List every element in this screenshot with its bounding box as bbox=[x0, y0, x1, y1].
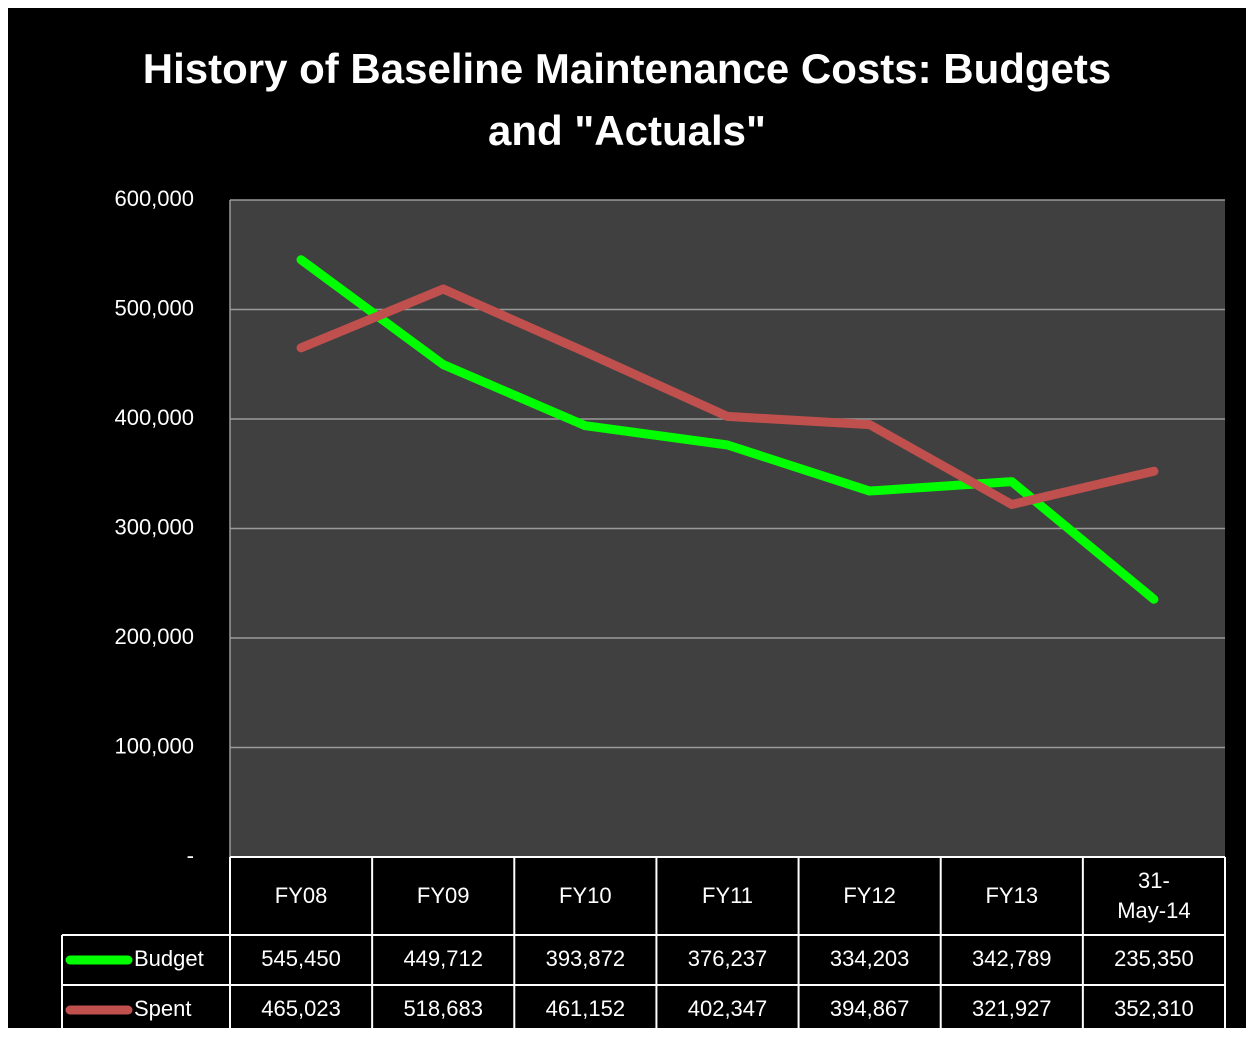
x-tick-label: FY13 bbox=[941, 857, 1083, 935]
x-tick-text: FY09 bbox=[416, 883, 470, 908]
data-label: 449,712 bbox=[403, 946, 483, 971]
x-tick-label: FY08 bbox=[230, 857, 372, 935]
y-tick-label: 500,000 bbox=[114, 295, 194, 320]
y-tick-label: - bbox=[187, 843, 194, 868]
data-label: 394,867 bbox=[830, 996, 910, 1021]
x-tick-label: 31-May-14 bbox=[1083, 857, 1225, 935]
data-label: 465,023 bbox=[261, 996, 341, 1021]
data-label: 352,310 bbox=[1114, 996, 1194, 1021]
x-tick-label: FY09 bbox=[372, 857, 514, 935]
x-tick-text: 31-May-14 bbox=[1117, 868, 1191, 923]
series-line bbox=[296, 255, 1159, 604]
data-label: 235,350 bbox=[1114, 946, 1194, 971]
data-label: 461,152 bbox=[546, 996, 626, 1021]
data-label: 402,347 bbox=[688, 996, 768, 1021]
x-tick-label: FY10 bbox=[514, 857, 656, 935]
x-tick-label: FY11 bbox=[656, 857, 798, 935]
chart-title: History of Baseline Maintenance Costs: B… bbox=[142, 45, 1112, 154]
data-label: 545,450 bbox=[261, 946, 341, 971]
x-tick-text: FY13 bbox=[985, 883, 1039, 908]
x-tick-text: FY11 bbox=[702, 883, 753, 908]
series-line bbox=[296, 284, 1159, 509]
legend-label: Budget bbox=[134, 946, 204, 971]
y-tick-label: 600,000 bbox=[114, 186, 194, 211]
data-label: 334,203 bbox=[830, 946, 910, 971]
y-tick-label: 200,000 bbox=[114, 624, 194, 649]
x-tick-label: FY12 bbox=[799, 857, 941, 935]
x-tick-text: FY12 bbox=[843, 883, 896, 908]
x-tick-text: FY08 bbox=[274, 883, 328, 908]
y-tick-label: 100,000 bbox=[114, 733, 194, 758]
data-label: 321,927 bbox=[972, 996, 1052, 1021]
data-label: 376,237 bbox=[688, 946, 768, 971]
data-label: 393,872 bbox=[546, 946, 626, 971]
legend-label: Spent bbox=[134, 996, 192, 1021]
y-tick-label: 300,000 bbox=[114, 514, 194, 539]
y-tick-label: 400,000 bbox=[114, 405, 194, 430]
data-label: 518,683 bbox=[403, 996, 483, 1021]
x-tick-text: FY10 bbox=[559, 883, 612, 908]
data-label: 342,789 bbox=[972, 946, 1052, 971]
